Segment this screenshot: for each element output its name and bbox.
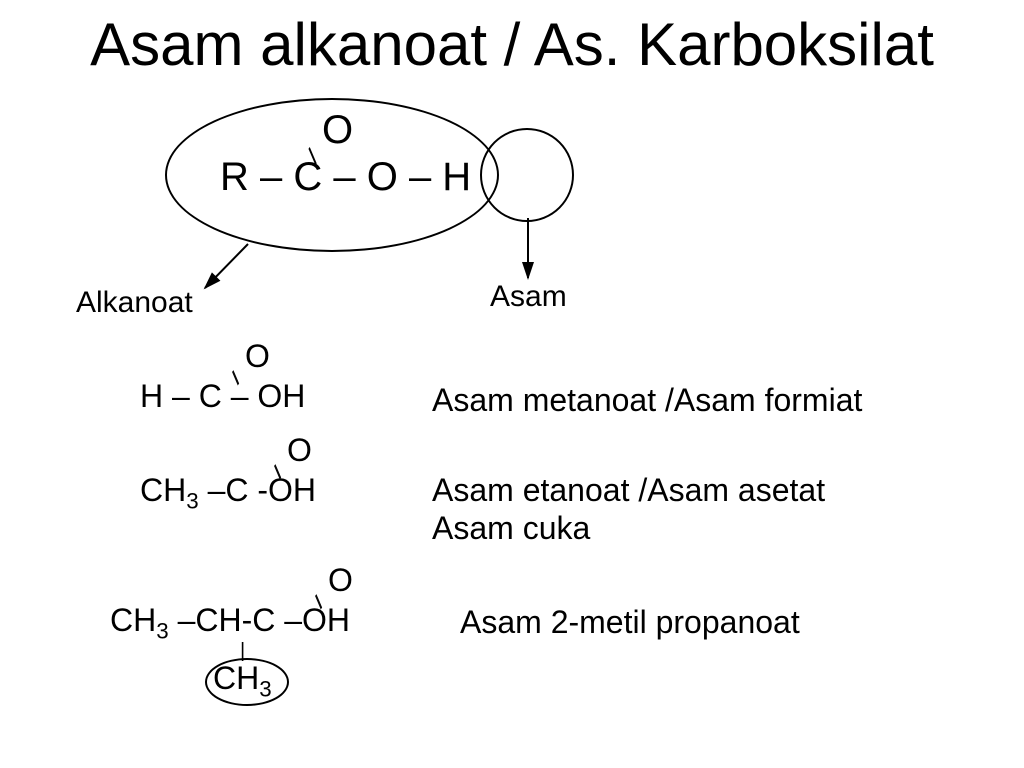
- ex2-oxygen: O: [287, 432, 312, 469]
- ex2-name-line2: Asam cuka: [432, 510, 590, 547]
- ex2-name-line1: Asam etanoat /Asam asetat: [432, 472, 825, 509]
- ex2-structure: CH3 –C -OH: [140, 472, 316, 514]
- ex3-branch-oval: [205, 658, 289, 706]
- chemistry-slide: Asam alkanoat / As. Karboksilat O ⁄⁄ R –…: [0, 0, 1024, 768]
- ex3-oxygen: O: [328, 562, 353, 599]
- ex3-structure: CH3 –CH-C –OH: [110, 602, 350, 644]
- ex1-oxygen: O: [245, 338, 270, 375]
- ex1-name: Asam metanoat /Asam formiat: [432, 382, 862, 419]
- ex3-name: Asam 2-metil propanoat: [460, 604, 800, 641]
- arrow-to-alkanoat: [205, 244, 248, 288]
- ex1-structure: H – C – OH: [140, 378, 305, 415]
